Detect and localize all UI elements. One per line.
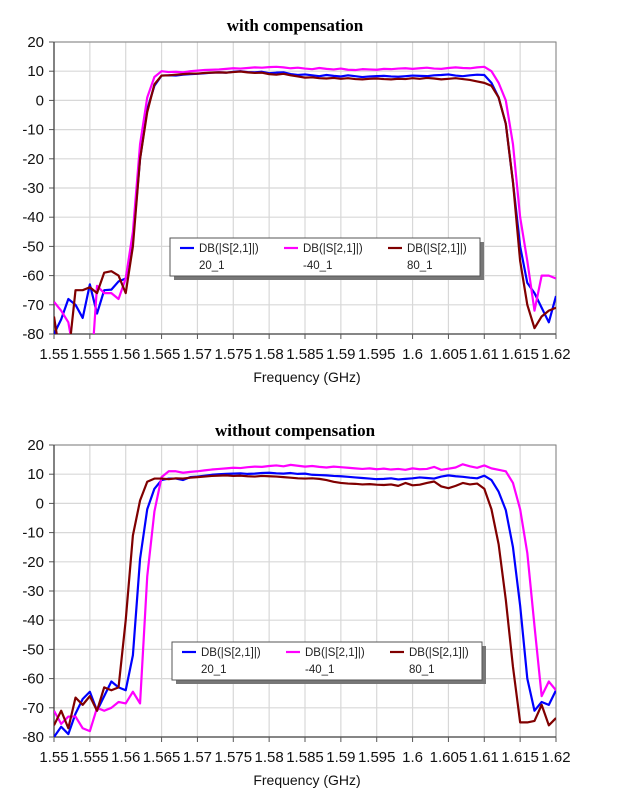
x-tick-label: 1.575 [215, 346, 253, 363]
y-tick-label: -40 [22, 209, 44, 226]
y-tick-label: 0 [36, 495, 44, 512]
legend-box [171, 641, 483, 681]
y-tick-label: -20 [22, 151, 44, 168]
y-tick-label: -70 [22, 700, 44, 717]
x-tick-label: 1.595 [358, 749, 396, 766]
y-tick-label: -40 [22, 612, 44, 629]
x-tick-label: 1.62 [541, 749, 570, 766]
series-line-20-1 [54, 471, 556, 737]
y-tick-label: 20 [27, 34, 44, 51]
y-tick-label: -10 [22, 122, 44, 139]
legend-label: DB(|S[2,1]|) [199, 243, 259, 255]
y-tick-label: 10 [27, 466, 44, 483]
x-tick-label: 1.605 [430, 346, 468, 363]
chart-title: without compensation [215, 421, 376, 440]
x-tick-label: 1.58 [255, 749, 284, 766]
x-tick-label: 1.615 [501, 346, 539, 363]
x-tick-label: 1.585 [286, 749, 324, 766]
x-tick-label: 1.55 [39, 346, 68, 363]
x-tick-label: 1.62 [541, 346, 570, 363]
legend: DB(|S[2,1]|) 20_1 DB(|S[2,1]|) -40_1 DB(|S[2… [169, 237, 484, 280]
x-tick-label: 1.56 [111, 346, 140, 363]
legend-sublabel: 20_1 [201, 664, 227, 676]
legend-sublabel: 80_1 [407, 260, 433, 272]
legend-label: DB(|S[2,1]|) [305, 647, 365, 659]
y-tick-label: 20 [27, 437, 44, 454]
y-tick-label: -30 [22, 180, 44, 197]
x-tick-label: 1.565 [143, 346, 181, 363]
x-tick-label: 1.57 [183, 346, 212, 363]
y-tick-label: -80 [22, 729, 44, 746]
y-tick-label: -50 [22, 641, 44, 658]
x-tick-label: 1.595 [358, 346, 396, 363]
legend: DB(|S[2,1]|) 20_1 DB(|S[2,1]|) -40_1 DB(|S[2… [171, 641, 486, 684]
y-tick-label: -20 [22, 554, 44, 571]
legend-sublabel: 20_1 [199, 260, 225, 272]
chart-title: with compensation [227, 16, 364, 35]
x-tick-label: 1.615 [501, 749, 539, 766]
legend-label: DB(|S[2,1]|) [303, 243, 363, 255]
x-tick-label: 1.56 [111, 749, 140, 766]
legend-label: DB(|S[2,1]|) [409, 647, 469, 659]
y-tick-label: -70 [22, 297, 44, 314]
y-tick-label: -80 [22, 326, 44, 343]
x-tick-label: 1.6 [402, 346, 423, 363]
x-tick-label: 1.6 [402, 749, 423, 766]
x-axis-label: Frequency (GHz) [253, 772, 360, 788]
y-tick-label: -60 [22, 671, 44, 688]
x-tick-label: 1.61 [470, 749, 499, 766]
x-tick-label: 1.555 [71, 346, 109, 363]
legend-sublabel: 80_1 [409, 664, 435, 676]
series-line--40-1 [54, 463, 556, 733]
legend-sublabel: -40_1 [303, 260, 332, 272]
x-tick-label: 1.61 [470, 346, 499, 363]
y-tick-label: -30 [22, 583, 44, 600]
x-tick-label: 1.57 [183, 749, 212, 766]
x-tick-label: 1.55 [39, 749, 68, 766]
y-tick-label: 0 [36, 92, 44, 109]
y-tick-label: 10 [27, 63, 44, 80]
y-tick-label: -10 [22, 525, 44, 542]
series-line-80-1 [54, 474, 556, 730]
legend-box [169, 237, 481, 277]
series-line--40-1 [54, 65, 556, 334]
x-tick-label: 1.58 [255, 346, 284, 363]
x-tick-label: 1.59 [326, 346, 355, 363]
x-tick-label: 1.565 [143, 749, 181, 766]
x-tick-label: 1.585 [286, 346, 324, 363]
x-tick-label: 1.59 [326, 749, 355, 766]
x-tick-label: 1.575 [215, 749, 253, 766]
x-axis-label: Frequency (GHz) [253, 369, 360, 385]
legend-label: DB(|S[2,1]|) [201, 647, 261, 659]
x-tick-label: 1.555 [71, 749, 109, 766]
series-line-80-1 [54, 70, 556, 334]
legend-sublabel: -40_1 [305, 664, 334, 676]
x-tick-label: 1.605 [430, 749, 468, 766]
legend-label: DB(|S[2,1]|) [407, 243, 467, 255]
y-tick-label: -60 [22, 268, 44, 285]
y-tick-label: -50 [22, 238, 44, 255]
